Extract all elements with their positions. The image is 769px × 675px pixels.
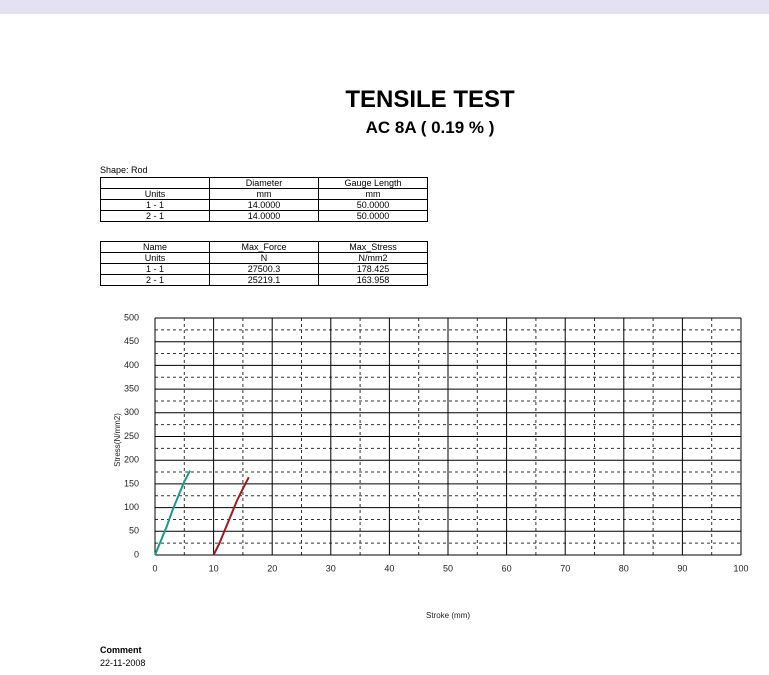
subtitle: AC 8A ( 0.19 % ) bbox=[365, 118, 495, 137]
x-tick-label: 90 bbox=[677, 563, 687, 573]
y-tick-label: 300 bbox=[124, 407, 139, 417]
x-tick-label: 40 bbox=[384, 563, 394, 573]
x-tick-label: 70 bbox=[560, 563, 570, 573]
table-cell: 163.958 bbox=[318, 274, 428, 286]
table-row: 1 - 1 27500.3 178.425 bbox=[100, 263, 428, 275]
table-cell: 27500.3 bbox=[209, 263, 319, 275]
comment-date: 22-11-2008 bbox=[100, 658, 146, 668]
table-row: Diameter Gauge Length bbox=[100, 177, 428, 189]
x-tick-label: 80 bbox=[619, 563, 629, 573]
x-tick-label: 10 bbox=[209, 563, 219, 573]
table-cell: Units bbox=[100, 188, 210, 200]
x-tick-label: 60 bbox=[502, 563, 512, 573]
table-cell: Name bbox=[100, 241, 210, 253]
table-1: Diameter Gauge Length Units mm mm 1 - 1 14.000… bbox=[100, 177, 428, 222]
table-cell: Max_Stress bbox=[318, 241, 428, 253]
chart: Stress(N/mm2) Stroke (mm) 0 10 20 30 40 50 60 7… bbox=[113, 312, 748, 620]
y-tick-label: 100 bbox=[124, 502, 139, 512]
x-axis-label: Stroke (mm) bbox=[426, 611, 470, 620]
y-tick-label: 400 bbox=[124, 360, 139, 370]
table-cell: 50.0000 bbox=[318, 199, 428, 211]
table-cell: 1 - 1 bbox=[100, 199, 210, 211]
x-tick-label: 0 bbox=[152, 563, 157, 573]
y-tick-label: 0 bbox=[134, 549, 139, 559]
table-cell: 178.425 bbox=[318, 263, 428, 275]
data-line bbox=[212, 476, 250, 556]
shape: Shape: Rod bbox=[100, 165, 148, 175]
table-row: 2 - 1 25219.1 163.958 bbox=[100, 274, 428, 286]
table-cell: mm bbox=[318, 188, 428, 200]
top-band bbox=[0, 0, 769, 14]
data-line bbox=[154, 470, 192, 556]
table-cell: Max_Force bbox=[209, 241, 319, 253]
table-row: Units mm mm bbox=[100, 188, 428, 200]
y-tick-label: 450 bbox=[124, 336, 139, 346]
title: TENSILE TEST bbox=[345, 86, 515, 113]
table-row: 1 - 1 14.0000 50.0000 bbox=[100, 199, 428, 211]
table-cell: 50.0000 bbox=[318, 210, 428, 222]
table-cell: Gauge Length bbox=[318, 177, 428, 189]
y-tick-label: 200 bbox=[124, 455, 139, 465]
table-cell: Units bbox=[100, 252, 210, 264]
comment-label: Comment bbox=[100, 645, 142, 655]
y-tick-label: 150 bbox=[124, 478, 139, 488]
table-cell: Diameter bbox=[209, 177, 319, 189]
table-cell: N bbox=[209, 252, 319, 264]
table-cell: 14.0000 bbox=[209, 199, 319, 211]
table-cell: N/mm2 bbox=[318, 252, 428, 264]
y-tick-label: 500 bbox=[124, 312, 139, 322]
table-row: 2 - 1 14.0000 50.0000 bbox=[100, 210, 428, 222]
y-tick-label: 250 bbox=[124, 431, 139, 441]
x-tick-label: 100 bbox=[733, 563, 748, 573]
table-row: Units N N/mm2 bbox=[100, 252, 428, 264]
x-tick-label: 30 bbox=[326, 563, 336, 573]
y-tick-label: 50 bbox=[129, 526, 139, 536]
table-cell: 2 - 1 bbox=[100, 210, 210, 222]
table-cell: 2 - 1 bbox=[100, 274, 210, 286]
y-tick-label: 350 bbox=[124, 383, 139, 393]
x-tick-label: 50 bbox=[443, 563, 453, 573]
y-axis-label: Stress(N/mm2) bbox=[113, 413, 122, 467]
table-cell: 25219.1 bbox=[209, 274, 319, 286]
table-cell bbox=[100, 177, 210, 189]
x-tick-label: 20 bbox=[267, 563, 277, 573]
table-row: Name Max_Force Max_Stress bbox=[100, 241, 428, 253]
table-cell: 14.0000 bbox=[209, 210, 319, 222]
table-cell: 1 - 1 bbox=[100, 263, 210, 275]
table-cell: mm bbox=[209, 188, 319, 200]
